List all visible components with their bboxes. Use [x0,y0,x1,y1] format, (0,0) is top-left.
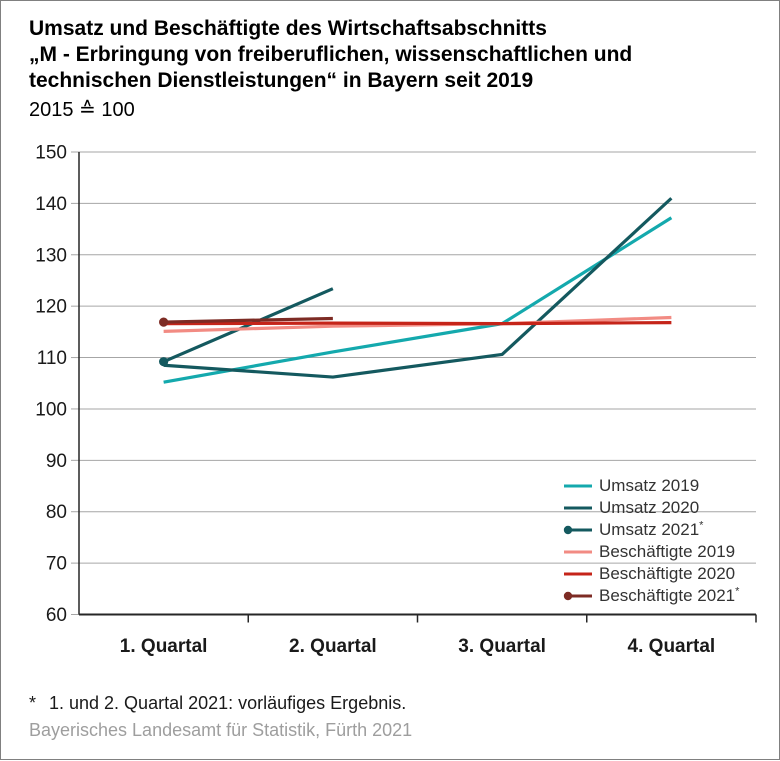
y-axis-label-140: 140 [35,194,67,215]
chart-title-line-3: technischen Dienstleistungen“ in Bayern … [29,69,534,92]
footnote: * 1. und 2. Quartal 2021: vorläufiges Erg… [29,693,406,714]
series-line-2 [162,287,334,364]
y-axis-label-80: 80 [46,502,67,523]
legend-label-5: Beschäftigte 2021* [599,585,740,605]
legend-line-icon-3 [564,550,592,554]
index-base-subtitle: 2015 ≙ 100 [29,99,135,121]
chart-legend: Umsatz 2019 Umsatz 2020 Umsatz 2021* Beschä… [561,475,739,607]
chart-title-line-1: Umsatz und Beschäftigte des Wirtschaftsa… [29,17,547,40]
legend-item-0: Umsatz 2019 [561,475,739,497]
legend-line-icon-0 [564,484,592,488]
series-start-dot-5 [159,317,169,327]
series-start-dot-2 [159,357,169,367]
y-axis-label-60: 60 [46,605,67,626]
legend-label-4: Beschäftigte 2020 [599,564,736,583]
y-axis-label-70: 70 [46,554,67,575]
y-axis-label-100: 100 [35,399,67,420]
y-axis-label-150: 150 [35,143,67,164]
series-line-4 [163,321,672,326]
legend-line-icon-4 [564,572,592,576]
legend-line-icon-5 [563,591,592,601]
x-axis-label-2: 2. Quartal [289,636,377,657]
legend-item-3: Beschäftigte 2019 [561,541,739,563]
y-axis-label-110: 110 [37,348,67,369]
x-axis-label-1: 1. Quartal [120,636,208,657]
legend-item-2: Umsatz 2021* [561,519,739,541]
legend-label-2: Umsatz 2021* [599,519,704,539]
footnote-asterisk: * [29,693,37,713]
y-axis-label-120: 120 [35,297,67,318]
y-axis-label-90: 90 [46,451,67,472]
series-line-0 [163,216,673,384]
y-axis-label-130: 130 [35,245,67,266]
legend-line-icon-1 [564,506,592,510]
legend-label-0: Umsatz 2019 [599,476,700,495]
legend-label-3: Beschäftigte 2019 [599,542,736,561]
series-line-1 [163,197,673,379]
legend-line-icon-2 [563,525,592,535]
x-axis-label-4: 4. Quartal [628,636,716,657]
legend-item-1: Umsatz 2020 [561,497,739,519]
legend-item-5: Beschäftigte 2021* [561,585,739,607]
chart-title-line-2: „M - Erbringung von freiberuflichen, wis… [29,43,633,66]
footnote-text: 1. und 2. Quartal 2021: vorläufiges Erge… [49,693,407,713]
title-block: Umsatz und Beschäftigte des Wirtschaftsa… [29,16,749,122]
series-line-5 [163,316,333,324]
x-axis-label-3: 3. Quartal [458,636,546,657]
source-attribution: Bayerisches Landesamt für Statistik, Für… [29,720,413,740]
legend-label-1: Umsatz 2020 [599,498,700,517]
legend-item-4: Beschäftigte 2020 [561,563,739,585]
